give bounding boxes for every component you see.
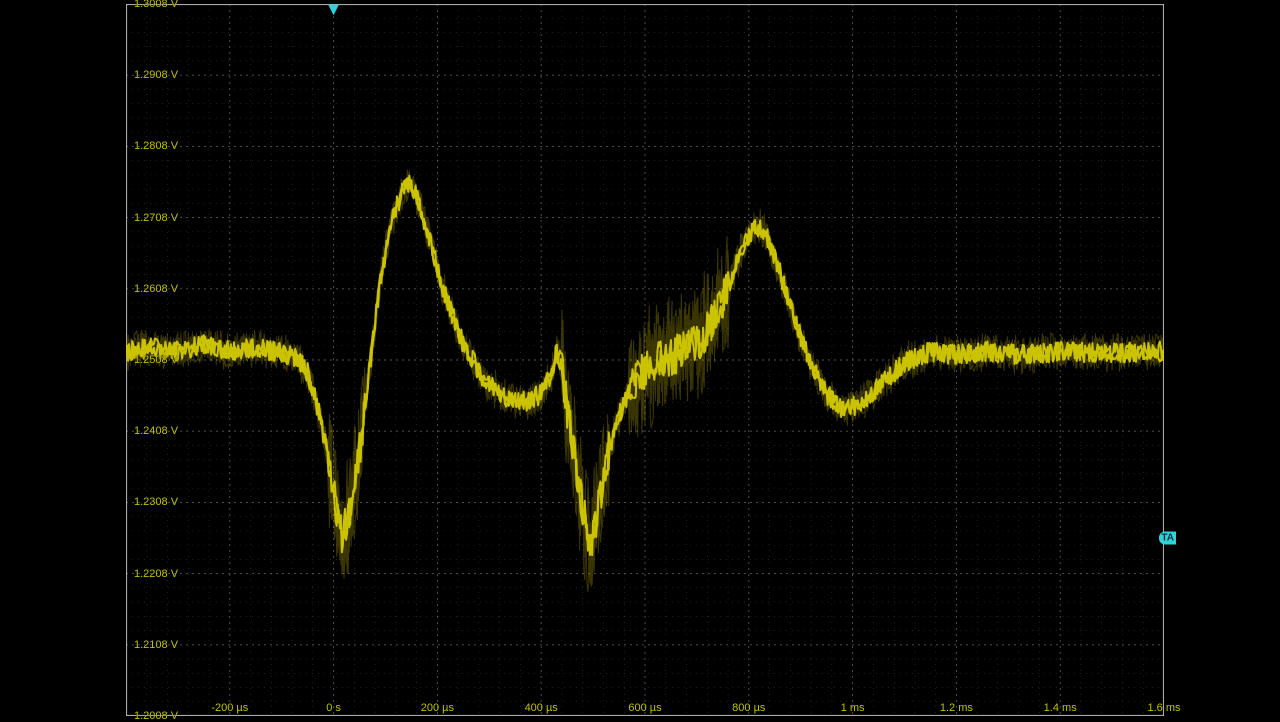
x-axis-tick-label: 1.4 ms <box>1044 702 1077 714</box>
x-axis-tick-label: 0 s <box>326 702 341 714</box>
x-axis-tick-label: 1.2 ms <box>940 702 973 714</box>
x-axis-tick-label: 1.6 ms <box>1147 702 1180 714</box>
y-axis-tick-label: 1.2308 V <box>134 496 178 508</box>
y-axis-tick-label: 1.2708 V <box>134 212 178 224</box>
y-axis-tick-label: 1.2608 V <box>134 283 178 295</box>
y-axis-tick-label: 1.2408 V <box>134 425 178 437</box>
oscilloscope-svg <box>126 4 1164 716</box>
y-axis-tick-label: 1.2908 V <box>134 69 178 81</box>
y-axis-tick-label: 1.3008 V <box>134 0 178 10</box>
y-axis-tick-label: 1.2108 V <box>134 639 178 651</box>
y-axis-tick-label: 1.2808 V <box>134 140 178 152</box>
x-axis-tick-label: -200 µs <box>211 702 248 714</box>
x-axis-tick-label: 800 µs <box>732 702 765 714</box>
x-axis-tick-label: 400 µs <box>525 702 558 714</box>
y-axis-tick-label: 1.2008 V <box>134 710 178 722</box>
oscilloscope-plot: ▼ TA 1.3008 V1.2908 V1.2808 V1.2708 V1.2… <box>126 4 1164 716</box>
trigger-time-marker: ▼ <box>325 4 343 14</box>
x-axis-tick-label: 600 µs <box>628 702 661 714</box>
chevron-down-icon: ▼ <box>325 0 343 19</box>
y-axis-tick-label: 1.2508 V <box>134 354 178 366</box>
x-axis-tick-label: 1 ms <box>841 702 865 714</box>
x-axis-tick-label: 200 µs <box>421 702 454 714</box>
y-axis-tick-label: 1.2208 V <box>134 568 178 580</box>
trigger-level-label: TA <box>1161 533 1174 544</box>
trigger-level-marker: TA <box>1159 532 1176 545</box>
